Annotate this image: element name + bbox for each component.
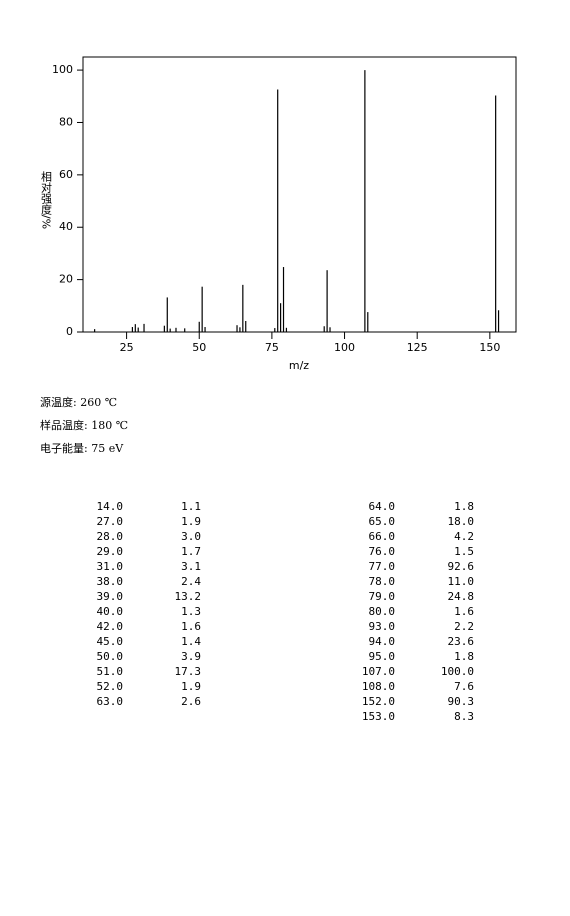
mz-cell: 31.0 <box>97 560 124 573</box>
intensity-cell: 1.7 <box>181 545 201 558</box>
mz-cell: 153.0 <box>362 710 395 723</box>
y-tick-label: 20 <box>59 273 73 286</box>
intensity-cell: 7.6 <box>454 680 474 693</box>
intensity-cell: 1.6 <box>181 620 201 633</box>
x-tick-label: 75 <box>265 341 279 354</box>
intensity-cell: 3.9 <box>181 650 201 663</box>
mz-cell: 29.0 <box>97 545 124 558</box>
intensity-cell: 1.8 <box>454 500 474 513</box>
mz-cell: 42.0 <box>97 620 124 633</box>
plot-frame <box>82 56 517 333</box>
condition: 电子能量: 75 eV <box>40 441 124 455</box>
y-axis-label: 相对强度/% <box>40 171 53 229</box>
mz-cell: 38.0 <box>97 575 124 588</box>
intensity-cell: 8.3 <box>454 710 474 723</box>
x-axis-label: m/z <box>289 359 309 372</box>
y-tick-label: 0 <box>66 325 73 338</box>
intensity-cell: 1.1 <box>181 500 201 513</box>
mz-cell: 51.0 <box>97 665 124 678</box>
intensity-cell: 2.4 <box>181 575 201 588</box>
mz-cell: 27.0 <box>97 515 124 528</box>
intensity-cell: 24.8 <box>448 590 475 603</box>
x-tick-label: 50 <box>192 341 206 354</box>
x-tick-label: 150 <box>479 341 500 354</box>
x-tick-label: 125 <box>407 341 428 354</box>
condition: 源温度: 260 ℃ <box>40 395 117 409</box>
mz-cell: 14.0 <box>97 500 124 513</box>
mz-cell: 45.0 <box>97 635 124 648</box>
intensity-cell: 18.0 <box>448 515 475 528</box>
y-tick-label: 40 <box>59 220 73 233</box>
intensity-cell: 1.6 <box>454 605 474 618</box>
y-tick-label: 100 <box>52 63 73 76</box>
intensity-cell: 90.3 <box>448 695 475 708</box>
y-tick-label: 60 <box>59 168 73 181</box>
intensity-cell: 17.3 <box>175 665 202 678</box>
mz-cell: 79.0 <box>369 590 396 603</box>
mz-cell: 50.0 <box>97 650 124 663</box>
intensity-cell: 100.0 <box>441 665 474 678</box>
y-tick-label: 80 <box>59 115 73 128</box>
condition: 样品温度: 180 ℃ <box>40 418 128 432</box>
mz-cell: 76.0 <box>369 545 396 558</box>
intensity-cell: 1.9 <box>181 680 201 693</box>
intensity-cell: 13.2 <box>175 590 202 603</box>
mz-cell: 95.0 <box>369 650 396 663</box>
intensity-cell: 4.2 <box>454 530 474 543</box>
intensity-cell: 1.3 <box>181 605 201 618</box>
mz-cell: 40.0 <box>97 605 124 618</box>
mz-cell: 65.0 <box>369 515 396 528</box>
intensity-cell: 92.6 <box>448 560 475 573</box>
x-tick-label: 25 <box>120 341 134 354</box>
mz-cell: 108.0 <box>362 680 395 693</box>
mz-cell: 107.0 <box>362 665 395 678</box>
intensity-cell: 23.6 <box>448 635 475 648</box>
mz-cell: 94.0 <box>369 635 396 648</box>
intensity-cell: 2.2 <box>454 620 474 633</box>
mz-cell: 52.0 <box>97 680 124 693</box>
mz-cell: 66.0 <box>369 530 396 543</box>
mz-cell: 63.0 <box>97 695 124 708</box>
x-tick-label: 100 <box>334 341 355 354</box>
mz-cell: 28.0 <box>97 530 124 543</box>
intensity-cell: 3.1 <box>181 560 201 573</box>
mz-cell: 39.0 <box>97 590 124 603</box>
mz-cell: 152.0 <box>362 695 395 708</box>
intensity-cell: 1.4 <box>181 635 201 648</box>
intensity-cell: 1.5 <box>454 545 474 558</box>
intensity-cell: 1.9 <box>181 515 201 528</box>
intensity-cell: 1.8 <box>454 650 474 663</box>
mz-cell: 78.0 <box>369 575 396 588</box>
intensity-cell: 2.6 <box>181 695 201 708</box>
intensity-cell: 3.0 <box>181 530 201 543</box>
mz-cell: 93.0 <box>369 620 396 633</box>
mz-cell: 64.0 <box>369 500 396 513</box>
intensity-cell: 11.0 <box>448 575 475 588</box>
mz-cell: 80.0 <box>369 605 396 618</box>
mz-cell: 77.0 <box>369 560 396 573</box>
